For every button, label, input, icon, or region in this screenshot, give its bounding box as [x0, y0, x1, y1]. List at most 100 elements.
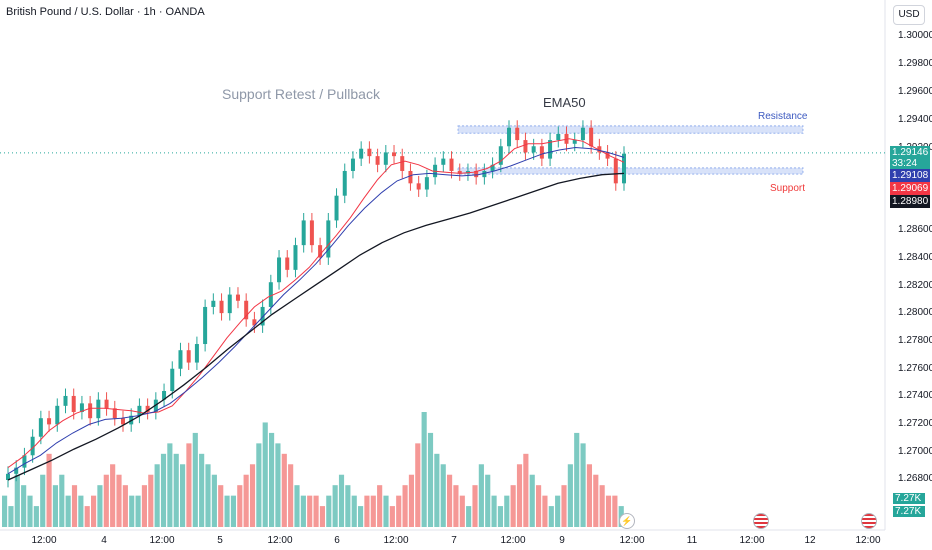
resistance-zone — [457, 125, 804, 134]
candle-body — [556, 133, 561, 141]
volume-bar — [173, 453, 179, 527]
candle-body — [490, 164, 495, 171]
volume-bar — [415, 443, 421, 527]
candle-body — [277, 257, 282, 283]
candle-body — [137, 405, 142, 416]
volume-bar — [46, 453, 52, 527]
candle-body — [112, 408, 117, 419]
x-tick: 12 — [804, 535, 816, 546]
volume-bar — [71, 485, 78, 527]
candle-body — [153, 399, 158, 413]
candle-body — [400, 156, 405, 171]
volume-bar — [427, 432, 434, 527]
volume-bar — [389, 506, 395, 527]
candle-body — [293, 245, 298, 270]
volume-bar — [491, 495, 497, 527]
volume-bar — [141, 485, 148, 527]
x-tick: 12:00 — [149, 535, 175, 546]
support-retest-label[interactable]: Support Retest / Pullback — [222, 86, 380, 102]
us-flag-icon[interactable] — [753, 513, 769, 529]
volume-bar — [110, 464, 116, 527]
y-tick: 1.29600 — [898, 86, 932, 97]
volume-bar — [199, 453, 205, 527]
y-tick: 1.27400 — [898, 390, 932, 401]
ema-mid-line — [7, 146, 625, 475]
volume-bar — [65, 495, 71, 527]
x-tick: 12:00 — [855, 535, 881, 546]
volume-bar — [218, 485, 224, 527]
volume-bar — [40, 474, 46, 527]
x-tick: 12:00 — [267, 535, 293, 546]
candle-body — [104, 399, 109, 409]
volume-badge: 7.27K — [893, 506, 925, 517]
candle-body — [96, 399, 101, 419]
ema50-label[interactable]: EMA50 — [543, 95, 586, 110]
lightning-icon[interactable]: ⚡ — [619, 513, 635, 529]
candle-body — [38, 418, 43, 437]
us-flag-icon[interactable] — [861, 513, 877, 529]
candle-body — [350, 158, 355, 171]
volume-bar — [2, 495, 8, 527]
volume-bar — [148, 474, 154, 527]
volume-bar — [313, 495, 319, 527]
volume-bar — [453, 485, 459, 527]
volume-bar — [230, 495, 237, 527]
candle-body — [235, 294, 240, 301]
volume-bar — [21, 485, 27, 527]
volume-bar — [516, 464, 523, 527]
candle-body — [55, 405, 60, 425]
ema50-badge: 1.28980 — [890, 195, 930, 208]
volume-bar — [129, 495, 135, 527]
candle-body — [498, 146, 503, 165]
volume-bar — [536, 485, 542, 527]
volume-bar — [586, 464, 593, 527]
candle-body — [416, 183, 421, 190]
x-tick: 12:00 — [619, 535, 645, 546]
candle-body — [170, 368, 175, 391]
volume-bar — [383, 495, 389, 527]
candle-body — [334, 195, 339, 221]
ema-blue-badge: 1.29108 — [890, 169, 930, 182]
volume-bar — [294, 485, 300, 527]
candle-body — [186, 350, 191, 363]
volume-bar — [548, 506, 554, 527]
candle-body — [383, 152, 388, 165]
candle-body — [244, 300, 249, 320]
volume-bar — [447, 474, 453, 527]
symbol-title[interactable]: British Pound / U.S. Dollar · 1h · OANDA — [6, 6, 205, 18]
candle-body — [63, 395, 68, 406]
volume-bar — [249, 464, 256, 527]
candle-body — [268, 282, 273, 307]
volume-bar — [497, 506, 504, 527]
volume-bar — [542, 495, 548, 527]
candle-body — [589, 127, 594, 147]
currency-selector[interactable]: USD — [893, 5, 925, 25]
candle-body — [227, 294, 232, 314]
volume-bar — [364, 495, 370, 527]
resistance-label[interactable]: Resistance — [758, 111, 808, 122]
y-tick: 1.27000 — [898, 446, 932, 457]
ema50-line — [7, 172, 625, 481]
candle-body — [162, 391, 167, 400]
volume-bar — [186, 443, 192, 527]
volume-bar — [358, 506, 364, 527]
candle-body — [572, 140, 577, 144]
volume-bar — [167, 443, 173, 527]
volume-bar — [14, 474, 20, 527]
y-tick: 1.27600 — [898, 363, 932, 374]
volume-bar — [605, 495, 612, 527]
candle-body — [548, 140, 553, 159]
candle-body — [79, 403, 84, 413]
support-label[interactable]: Support — [770, 183, 806, 194]
candle-body — [309, 220, 314, 246]
volume-bar — [555, 495, 561, 527]
y-tick: 1.29800 — [898, 58, 932, 69]
candle-body — [211, 300, 216, 307]
volume-bar — [307, 495, 313, 527]
volume-bar — [574, 432, 580, 527]
candle-body — [580, 127, 585, 141]
volume-badge: 7.27K — [893, 493, 925, 504]
volume-bar — [135, 495, 141, 527]
ema-red-badge: 1.29069 — [890, 182, 930, 195]
